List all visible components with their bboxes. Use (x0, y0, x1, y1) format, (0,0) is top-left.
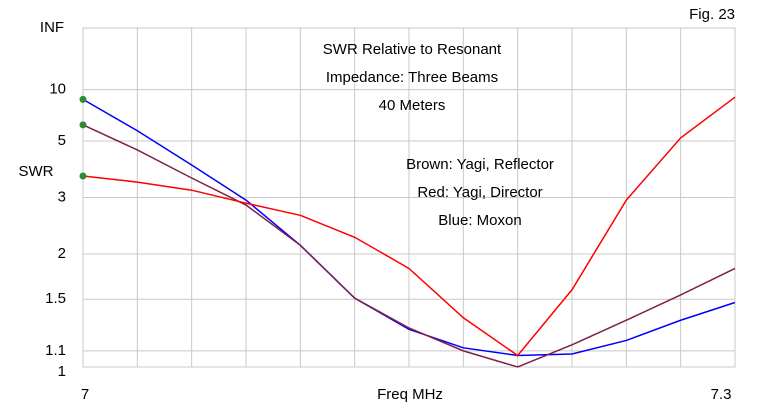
y-tick-label: 1.5 (45, 290, 66, 307)
x-tick-label: 7 (81, 386, 89, 403)
series-line (82, 98, 736, 357)
y-top-label: INF (40, 19, 64, 36)
x-tick-label: 7.3 (711, 386, 732, 403)
annotation: Red: Yagi, Director (417, 184, 542, 201)
start-marker (79, 121, 87, 129)
annotation: Brown: Yagi, Reflector (406, 156, 554, 173)
y-tick-label: 10 (49, 81, 66, 98)
y-tick-label: 5 (58, 132, 66, 149)
y-axis-label: SWR (19, 163, 54, 180)
start-marker (79, 172, 87, 180)
y-tick-label: 1.1 (45, 342, 66, 359)
chart-title: Impedance: Three Beams (326, 69, 498, 86)
x-axis-label: Freq MHz (377, 386, 443, 403)
y-tick-label: 3 (58, 188, 66, 205)
figure-label: Fig. 23 (689, 6, 735, 23)
y-tick-label: 2 (58, 245, 66, 262)
annotation: Blue: Moxon (438, 212, 521, 229)
series-line (82, 124, 736, 368)
y-tick-label: 1 (58, 363, 66, 380)
series-line (82, 96, 736, 357)
start-marker (79, 95, 87, 103)
chart-title: 40 Meters (379, 97, 446, 114)
chart-title: SWR Relative to Resonant (323, 41, 502, 58)
